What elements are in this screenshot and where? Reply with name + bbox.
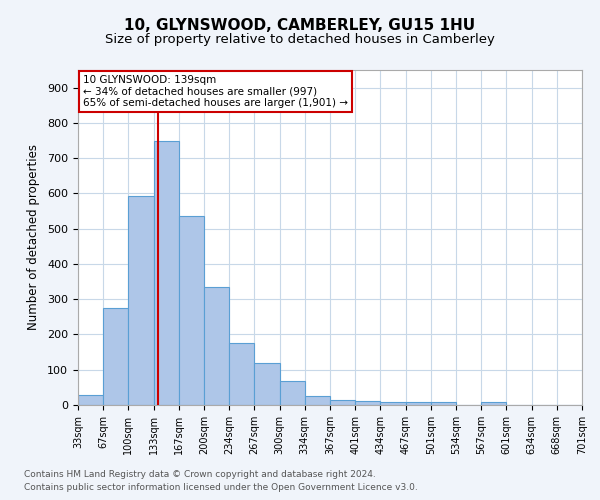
Text: Contains public sector information licensed under the Open Government Licence v3: Contains public sector information licen… (24, 484, 418, 492)
Bar (254, 362, 280, 405)
Bar (406, 402, 431, 405)
Bar (355, 401, 380, 405)
Bar (179, 216, 204, 405)
Text: 10, GLYNSWOOD, CAMBERLEY, GU15 1HU: 10, GLYNSWOOD, CAMBERLEY, GU15 1HU (124, 18, 476, 32)
Bar (229, 343, 254, 405)
Bar (154, 141, 179, 405)
Y-axis label: Number of detached properties: Number of detached properties (27, 144, 40, 330)
Bar (380, 402, 406, 405)
Bar (431, 402, 456, 405)
Bar (78, 396, 103, 405)
Bar (330, 400, 355, 405)
Text: Size of property relative to detached houses in Camberley: Size of property relative to detached ho… (105, 32, 495, 46)
Bar (305, 396, 330, 405)
Text: 10 GLYNSWOOD: 139sqm
← 34% of detached houses are smaller (997)
65% of semi-deta: 10 GLYNSWOOD: 139sqm ← 34% of detached h… (83, 75, 348, 108)
Bar (204, 286, 229, 405)
Bar (481, 402, 506, 405)
Bar (280, 381, 305, 405)
Bar (103, 308, 128, 405)
Bar (128, 196, 154, 405)
Text: Contains HM Land Registry data © Crown copyright and database right 2024.: Contains HM Land Registry data © Crown c… (24, 470, 376, 479)
